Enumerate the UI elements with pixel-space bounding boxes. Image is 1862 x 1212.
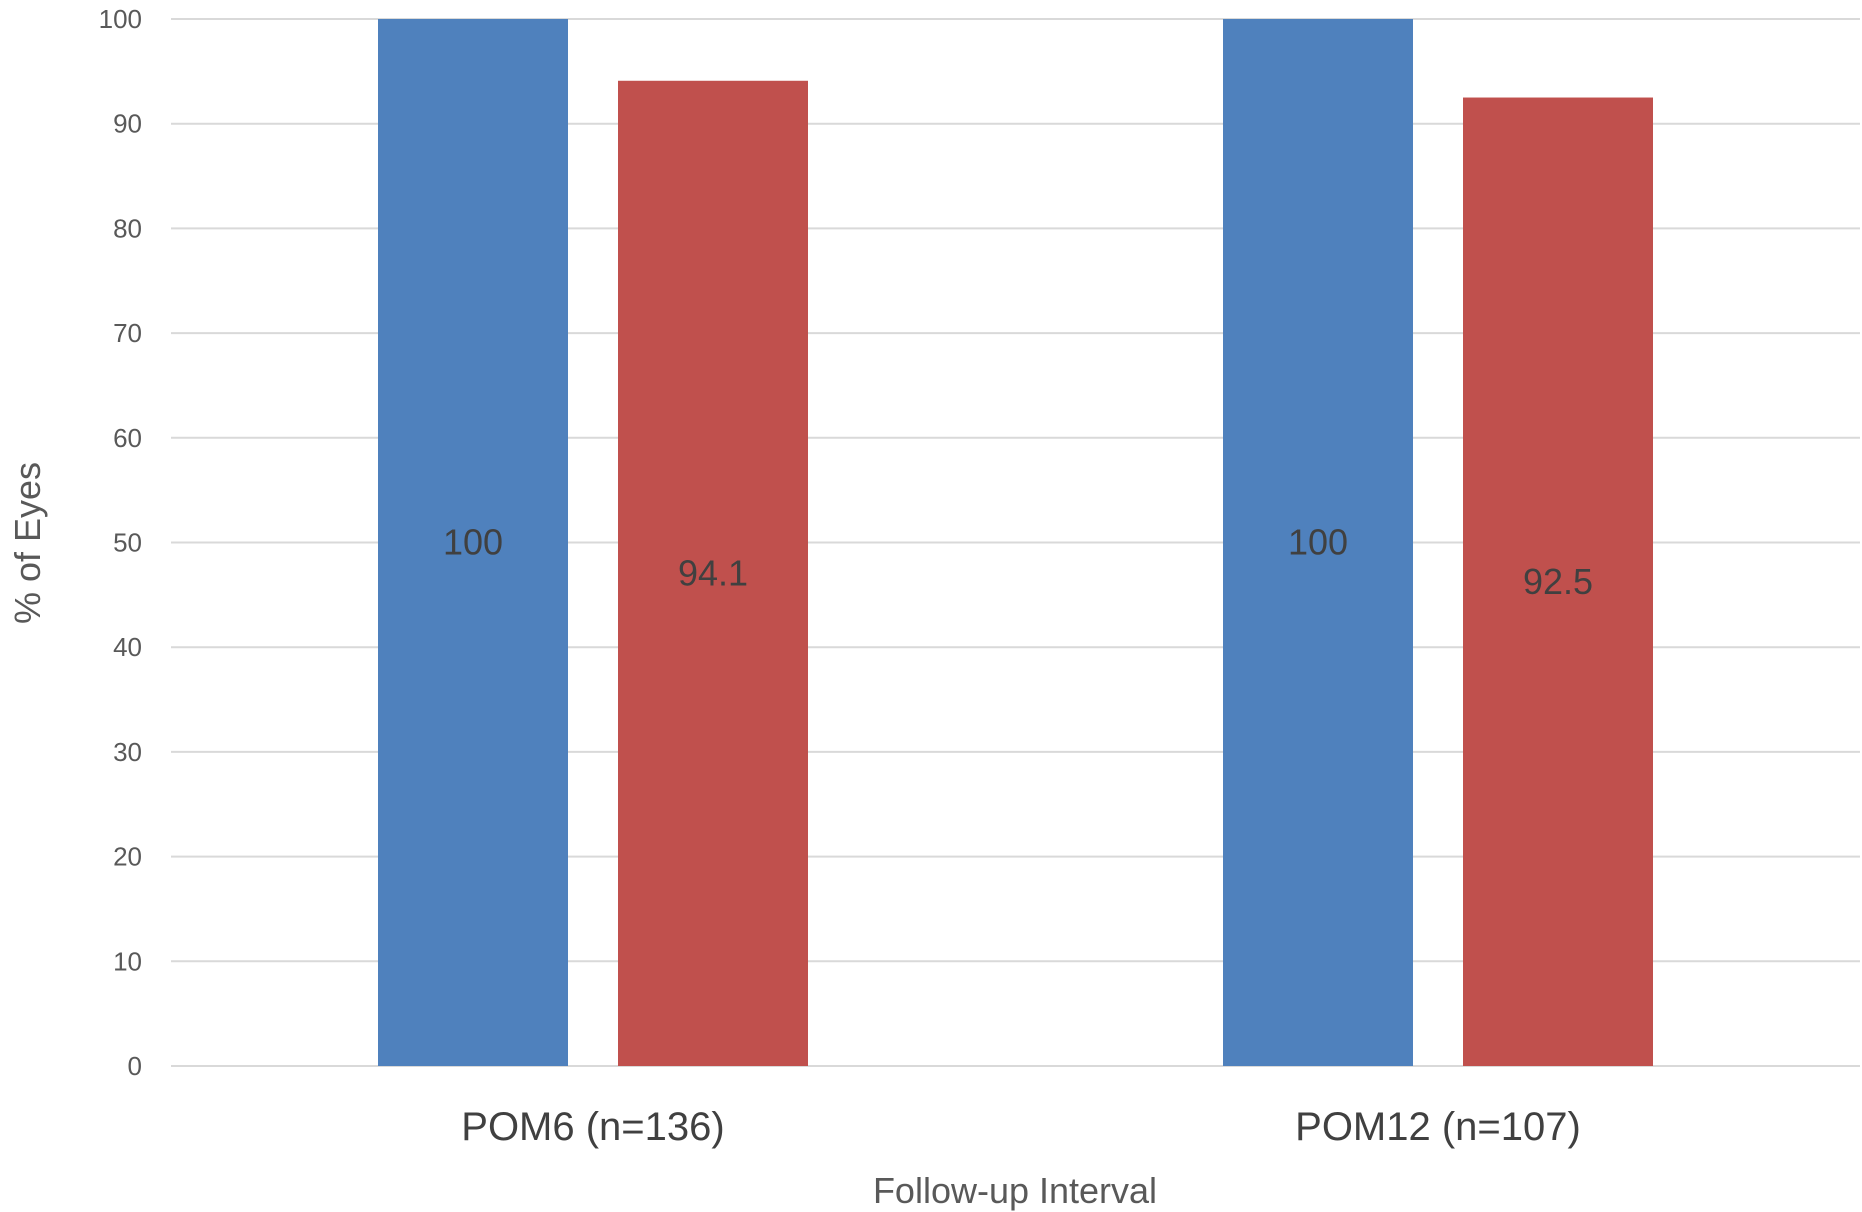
data-labels: 100 94.1 100 92.5 bbox=[443, 522, 1593, 602]
y-tick-label: 80 bbox=[113, 213, 142, 243]
y-tick-label: 100 bbox=[99, 4, 142, 34]
y-tick-label: 30 bbox=[113, 737, 142, 767]
data-label: 94.1 bbox=[678, 552, 748, 593]
bar bbox=[1463, 97, 1653, 1066]
y-axis-title: % of Eyes bbox=[7, 462, 48, 624]
y-tick-label: 90 bbox=[113, 109, 142, 139]
data-label: 92.5 bbox=[1523, 561, 1593, 602]
x-category-label: POM6 (n=136) bbox=[461, 1105, 724, 1149]
y-axis-ticks: 0 10 20 30 40 50 60 70 80 90 100 bbox=[99, 4, 142, 1081]
bars bbox=[378, 19, 1653, 1066]
y-tick-label: 20 bbox=[113, 842, 142, 872]
data-label: 100 bbox=[1288, 522, 1348, 563]
data-label: 100 bbox=[443, 522, 503, 563]
x-axis-categories: POM6 (n=136) POM12 (n=107) bbox=[461, 1105, 1581, 1149]
x-category-label: POM12 (n=107) bbox=[1295, 1105, 1581, 1149]
y-tick-label: 50 bbox=[113, 528, 142, 558]
y-tick-label: 40 bbox=[113, 632, 142, 662]
y-tick-label: 10 bbox=[113, 946, 142, 976]
y-tick-label: 70 bbox=[113, 318, 142, 348]
bar bbox=[378, 19, 568, 1066]
y-tick-label: 60 bbox=[113, 423, 142, 453]
bar bbox=[618, 80, 808, 1066]
y-tick-label: 0 bbox=[128, 1051, 142, 1081]
x-axis-title: Follow-up Interval bbox=[873, 1170, 1157, 1211]
bar bbox=[1223, 19, 1413, 1066]
